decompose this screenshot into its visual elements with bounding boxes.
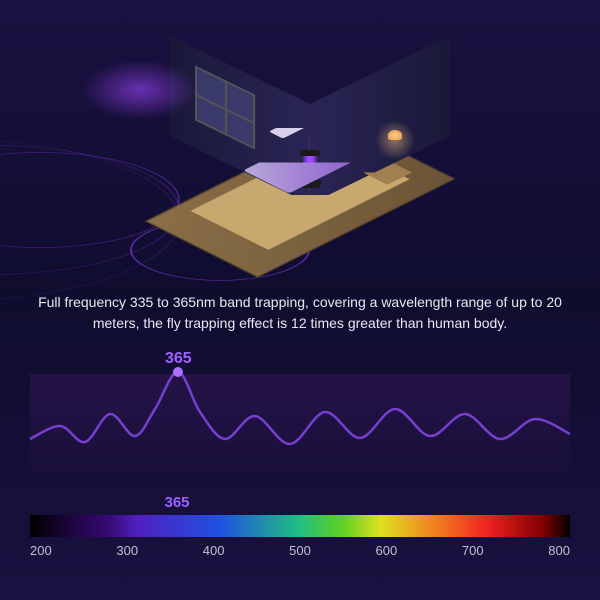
isometric-room — [130, 60, 470, 260]
table-lamp — [388, 130, 402, 152]
spectrum-tick: 500 — [289, 543, 311, 558]
peak-marker-dot — [173, 367, 183, 377]
wave-line — [30, 372, 570, 444]
spectrum-tick: 400 — [203, 543, 225, 558]
wave-line-svg — [30, 364, 570, 484]
spectrum-tick: 700 — [462, 543, 484, 558]
spectrum-tick: 200 — [30, 543, 52, 558]
device-glow — [80, 60, 200, 120]
room-scene — [0, 0, 600, 280]
spectrum-tick: 300 — [116, 543, 138, 558]
spectrum-panel: 365 200 300 400 500 600 700 800 — [30, 494, 570, 558]
spectrum-tick: 600 — [376, 543, 398, 558]
spectrum-marker-label: 365 — [165, 494, 571, 511]
description-text: Full frequency 335 to 365nm band trappin… — [0, 280, 600, 346]
wavelength-chart: 365 — [30, 354, 570, 494]
spectrum-tick: 800 — [548, 543, 570, 558]
spectrum-ticks: 200 300 400 500 600 700 800 — [30, 543, 570, 558]
spectrum-bar — [30, 515, 570, 537]
